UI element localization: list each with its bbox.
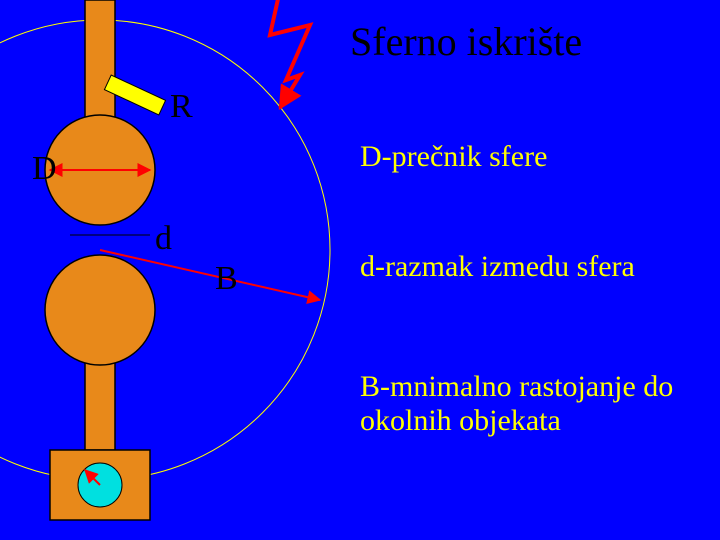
top-stem (85, 0, 115, 130)
label-D: D (32, 150, 57, 188)
desc-B: B-mnimalno rastojanje do okolnih objekat… (360, 370, 673, 438)
bottom-sphere (45, 255, 155, 365)
desc-D: D-prečnik sfere (360, 140, 547, 174)
spark-icon (270, 0, 310, 108)
bottom-stem (85, 355, 115, 450)
title: Sferno iskrište (350, 18, 582, 65)
diagram-stage: Sferno iskrište R D d B D-prečnik sfere … (0, 0, 720, 540)
desc-d: d-razmak izmedu sfera (360, 250, 635, 284)
label-B: B (215, 260, 238, 298)
label-d: d (155, 220, 172, 258)
label-R: R (170, 88, 193, 126)
